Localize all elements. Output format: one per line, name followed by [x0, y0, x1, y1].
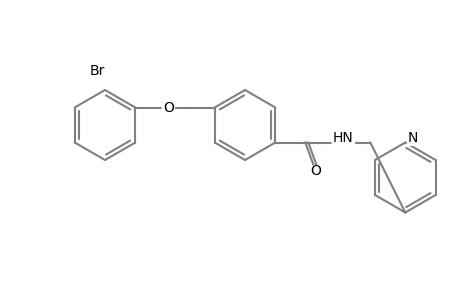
Text: O: O	[309, 164, 320, 178]
Text: HN: HN	[332, 130, 353, 145]
Text: N: N	[407, 130, 418, 145]
Text: Br: Br	[89, 64, 105, 78]
Text: O: O	[162, 100, 174, 115]
